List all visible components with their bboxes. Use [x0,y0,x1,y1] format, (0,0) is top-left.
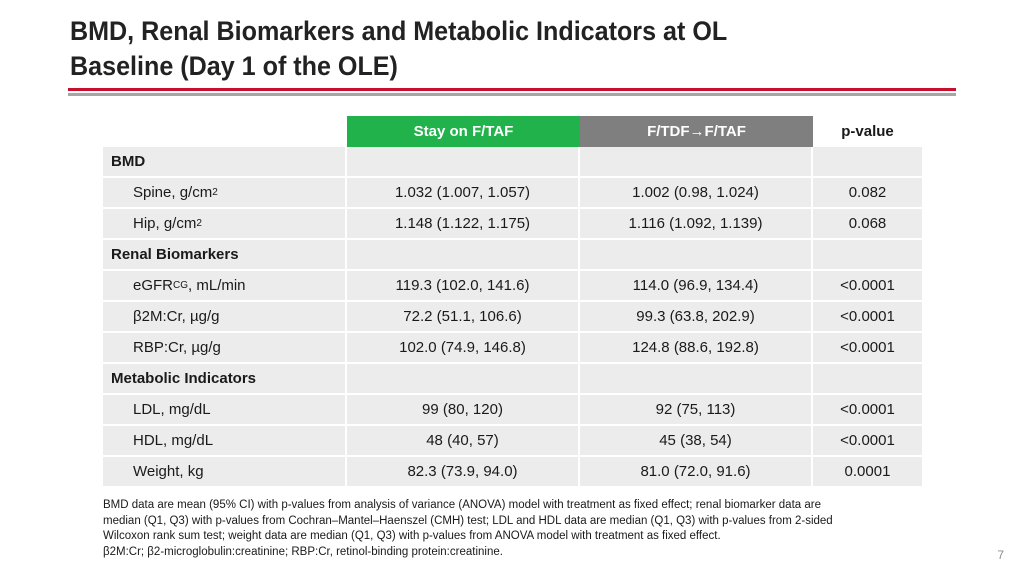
footnote-line: BMD data are mean (95% CI) with p-values… [103,499,821,511]
switch-ftdf-ftaf-value: 45 (38, 54) [580,426,813,455]
empty-cell [580,240,813,269]
row-label: HDL, mg/dL [103,426,347,455]
row-label-text: β2M:Cr, µg/g [133,308,220,325]
row-label: Weight, kg [103,457,347,486]
footnote-line: median (Q1, Q3) with p-values from Cochr… [103,514,833,527]
p-value: 0.068 [813,209,922,238]
p-value: 0.0001 [813,457,922,486]
title-rule-gray [68,93,956,96]
switch-ftdf-ftaf-value: 92 (75, 113) [580,395,813,424]
stay-on-ftaf-value: 1.148 (1.122, 1.175) [347,209,580,238]
switch-ftdf-ftaf-value: 1.116 (1.092, 1.139) [580,209,813,238]
footnote: BMD data are mean (95% CI) with p-values… [103,498,933,560]
table-row: HDL, mg/dL 48 (40, 57) 45 (38, 54) <0.0001 [103,426,922,455]
row-label-text: eGFR [133,277,174,294]
title-rule-red [68,88,956,91]
row-label: Hip, g/cm 2 [103,209,347,238]
section-row: Metabolic Indicators [103,364,922,393]
page-title: BMD, Renal Biomarkers and Metabolic Indi… [70,14,907,84]
p-value: <0.0001 [813,302,922,331]
row-label-text: Hip, g/cm [133,215,197,232]
row-label: Spine, g/cm 2 [103,178,347,207]
section-row: BMD [103,147,922,176]
empty-cell [347,364,580,393]
row-label-subscript: CG [173,280,189,291]
empty-cell [580,364,813,393]
header-blank-cell [103,116,347,147]
switch-ftdf-ftaf-value: 124.8 (88.6, 192.8) [580,333,813,362]
table-row: β2M:Cr, µg/g 72.2 (51.1, 106.6) 99.3 (63.8… [103,302,922,331]
stay-on-ftaf-value: 48 (40, 57) [347,426,580,455]
row-label: β2M:Cr, µg/g [103,302,347,331]
row-label: eGFR CG, mL/min [103,271,347,300]
section-row: Renal Biomarkers [103,240,922,269]
empty-cell [813,147,922,176]
row-label-text: HDL, mg/dL [133,432,214,449]
p-value: <0.0001 [813,426,922,455]
section-label: Metabolic Indicators [103,364,347,393]
row-label-text: Weight, kg [133,463,204,480]
stay-on-ftaf-value: 119.3 (102.0, 141.6) [347,271,580,300]
header-stay-on-ftaf: Stay on F/TAF [347,116,580,147]
table-row: eGFR CG, mL/min 119.3 (102.0, 141.6) 114.0 … [103,271,922,300]
row-label: RBP:Cr, µg/g [103,333,347,362]
row-label-text: LDL, mg/dL [133,401,211,418]
stay-on-ftaf-value: 72.2 (51.1, 106.6) [347,302,580,331]
footnote-line: Wilcoxon rank sum test; weight data are … [103,530,721,542]
stay-on-ftaf-value: 99 (80, 120) [347,395,580,424]
section-label: BMD [103,147,347,176]
row-label-superscript: 2 [212,187,218,198]
table-body: BMD Spine, g/cm 2 1.032 (1.007, 1.057) 1.002… [103,147,922,486]
empty-cell [813,364,922,393]
table-header-row: Stay on F/TAF F/TDF→F/TAF p-value [103,116,922,147]
p-value: 0.082 [813,178,922,207]
page-title-line-2: Baseline (Day 1 of the OLE) [70,51,398,81]
switch-ftdf-ftaf-value: 114.0 (96.9, 134.4) [580,271,813,300]
empty-cell [347,240,580,269]
row-label-text: RBP:Cr, µg/g [133,339,221,356]
switch-ftdf-ftaf-value: 99.3 (63.8, 202.9) [580,302,813,331]
switch-ftdf-ftaf-value: 1.002 (0.98, 1.024) [580,178,813,207]
p-value: <0.0001 [813,271,922,300]
p-value: <0.0001 [813,333,922,362]
table-row: Spine, g/cm 2 1.032 (1.007, 1.057) 1.002 (0… [103,178,922,207]
switch-ftdf-ftaf-value: 81.0 (72.0, 91.6) [580,457,813,486]
header-switch-ftdf-ftaf: F/TDF→F/TAF [580,116,813,147]
row-label: LDL, mg/dL [103,395,347,424]
p-value: <0.0001 [813,395,922,424]
row-label-superscript: 2 [196,218,202,229]
stay-on-ftaf-value: 102.0 (74.9, 146.8) [347,333,580,362]
stay-on-ftaf-value: 1.032 (1.007, 1.057) [347,178,580,207]
header-p-value: p-value [841,123,894,140]
table-row: Weight, kg 82.3 (73.9, 94.0) 81.0 (72.0, 9… [103,457,922,486]
page-title-line-1: BMD, Renal Biomarkers and Metabolic Indi… [70,16,728,46]
section-label: Renal Biomarkers [103,240,347,269]
table-row: RBP:Cr, µg/g 102.0 (74.9, 146.8) 124.8 (88… [103,333,922,362]
page-number: 7 [997,548,1004,562]
table-row: LDL, mg/dL 99 (80, 120) 92 (75, 113) <0.000… [103,395,922,424]
footnote-line: β2M:Cr; β2-microglobulin:creatinine; RBP… [103,545,503,558]
results-table: Stay on F/TAF F/TDF→F/TAF p-value BMD Spi… [103,116,922,486]
table-row: Hip, g/cm 2 1.148 (1.122, 1.175) 1.116 (1.0… [103,209,922,238]
empty-cell [580,147,813,176]
stay-on-ftaf-value: 82.3 (73.9, 94.0) [347,457,580,486]
row-label-suffix: , mL/min [188,277,246,294]
empty-cell [813,240,922,269]
row-label-text: Spine, g/cm [133,184,213,201]
empty-cell [347,147,580,176]
